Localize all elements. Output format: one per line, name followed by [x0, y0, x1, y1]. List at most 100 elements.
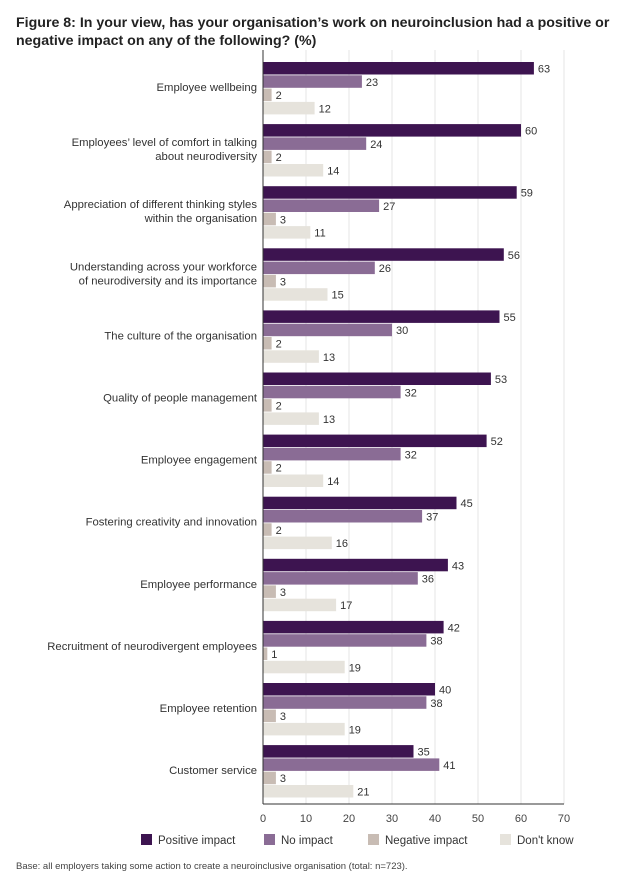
category-label: Understanding across your workforce of ne…: [70, 261, 257, 287]
x-tick-label: 30: [386, 813, 398, 825]
x-tick-label: 50: [472, 813, 484, 825]
bar-positive-impact: [263, 372, 491, 385]
data-label: 2: [276, 401, 282, 413]
category-label: Fostering creativity and innovation: [86, 517, 257, 529]
data-label: 38: [430, 636, 442, 648]
bar-positive-impact: [263, 683, 435, 696]
data-label: 27: [383, 201, 395, 213]
data-label: 11: [314, 228, 325, 240]
data-label: 21: [357, 787, 369, 799]
data-label: 56: [508, 250, 520, 262]
bar-negative-impact: [263, 399, 272, 412]
data-label: 52: [491, 436, 503, 448]
bar-negative-impact: [263, 150, 272, 164]
data-label: 2: [276, 339, 282, 351]
data-label: 15: [332, 290, 344, 302]
x-tick-label: 40: [429, 813, 441, 825]
bar-no-impact: [263, 323, 392, 337]
data-label: 35: [418, 747, 430, 759]
category-label: Quality of people management: [103, 393, 258, 405]
category-label: Employee wellbeing: [157, 82, 257, 94]
bar-negative-impact: [263, 212, 276, 226]
bar-negative-impact: [263, 337, 272, 350]
bar-don-t-know: [263, 288, 328, 301]
bar-don-t-know: [263, 164, 324, 177]
bar-no-impact: [263, 199, 380, 212]
data-label: 3: [280, 711, 286, 723]
x-tick-label: 20: [343, 813, 355, 825]
x-tick-label: 60: [515, 813, 527, 825]
data-label: 53: [495, 374, 507, 386]
bar-positive-impact: [263, 558, 448, 572]
bar-no-impact: [263, 75, 362, 88]
footnote: Base: all employers taking some action t…: [16, 861, 408, 872]
category-label: The culture of the organisation: [104, 330, 257, 342]
data-label: 32: [405, 449, 417, 461]
data-label: 30: [396, 325, 408, 337]
bar-negative-impact: [263, 647, 268, 660]
data-label: 13: [323, 414, 335, 426]
category-label: Employees’ level of comfort in talking ab…: [72, 137, 258, 163]
bar-no-impact: [263, 261, 375, 275]
data-label: 37: [426, 512, 438, 524]
bar-don-t-know: [263, 474, 324, 487]
data-label: 13: [323, 352, 335, 364]
legend-swatch: [368, 834, 379, 845]
bar-negative-impact: [263, 523, 272, 536]
data-label: 24: [370, 139, 382, 151]
data-label: 42: [448, 622, 460, 634]
category-label: Customer service: [169, 765, 257, 777]
data-label: 16: [336, 538, 348, 550]
data-label: 26: [379, 263, 391, 275]
bar-negative-impact: [263, 274, 276, 288]
bar-positive-impact: [263, 496, 457, 510]
bar-positive-impact: [263, 62, 534, 75]
data-label: 14: [327, 476, 339, 488]
x-tick-label: 10: [300, 813, 312, 825]
bar-don-t-know: [263, 536, 332, 550]
bar-negative-impact: [263, 771, 276, 785]
bar-no-impact: [263, 634, 427, 647]
data-label: 19: [349, 662, 361, 674]
bar-positive-impact: [263, 620, 444, 634]
x-tick-label: 70: [558, 813, 570, 825]
bar-positive-impact: [263, 745, 414, 758]
legend-swatch: [141, 834, 152, 845]
category-label: Recruitment of neurodivergent employees: [47, 641, 257, 653]
bar-negative-impact: [263, 585, 276, 598]
legend-swatch: [500, 834, 511, 845]
chart-title: Figure 8: In your view, has your organis…: [16, 15, 610, 49]
category-label: Appreciation of different thinking style…: [64, 199, 258, 225]
bar-negative-impact: [263, 709, 276, 723]
data-label: 17: [340, 600, 352, 612]
data-label: 41: [443, 760, 455, 772]
data-label: 40: [439, 685, 451, 697]
bar-don-t-know: [263, 660, 345, 674]
data-label: 2: [276, 90, 282, 102]
category-label: Employee performance: [140, 579, 257, 591]
bar-don-t-know: [263, 412, 319, 425]
legend-label: No impact: [281, 835, 334, 847]
bar-don-t-know: [263, 101, 315, 115]
bar-no-impact: [263, 447, 401, 461]
bar-positive-impact: [263, 310, 500, 323]
data-label: 23: [366, 77, 378, 89]
data-label: 3: [280, 773, 286, 785]
bar-negative-impact: [263, 461, 272, 474]
bar-don-t-know: [263, 598, 337, 612]
category-label: Employee engagement: [141, 455, 258, 467]
data-label: 3: [280, 276, 286, 288]
bar-don-t-know: [263, 785, 354, 798]
bar-don-t-know: [263, 722, 345, 736]
data-label: 12: [319, 103, 331, 115]
data-label: 38: [430, 698, 442, 710]
data-label: 3: [280, 214, 286, 226]
legend-label: Positive impact: [158, 835, 236, 847]
data-label: 32: [405, 387, 417, 399]
data-label: 19: [349, 724, 361, 736]
data-label: 2: [276, 152, 282, 164]
legend-swatch: [264, 834, 275, 845]
data-label: 1: [271, 649, 277, 661]
bar-no-impact: [263, 137, 367, 150]
